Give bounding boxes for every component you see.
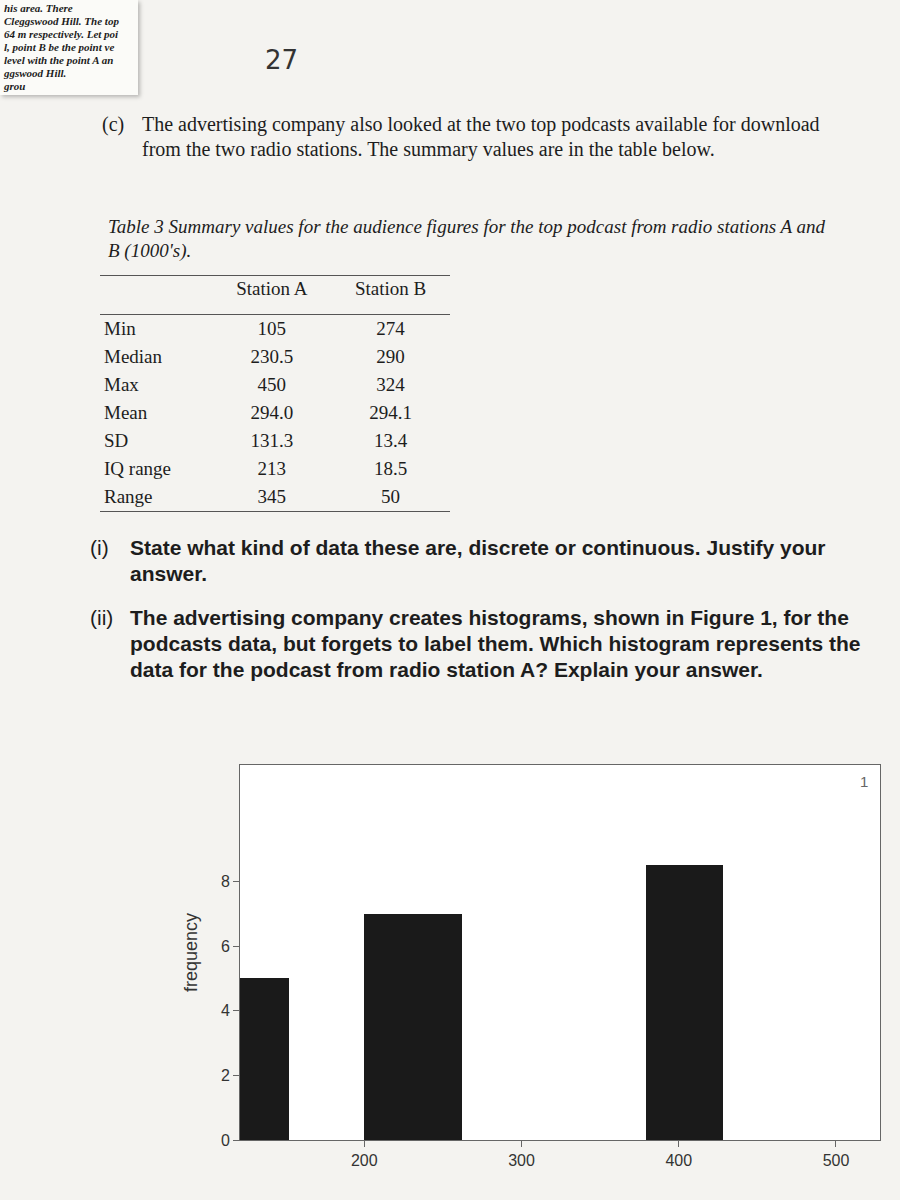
html-text:Cleggswood Hill. The top: Cleggswood Hill. The top [4, 15, 119, 27]
html-text:grou: grou [4, 80, 26, 92]
html-text:27: 27 [265, 45, 299, 75]
html-text:(ii): (ii) [90, 606, 114, 629]
html-text:Median: Median [104, 346, 162, 367]
html-text:The advertising company create: The advertising company creates histogra… [130, 606, 861, 681]
svg-text:4: 4 [221, 1002, 230, 1019]
html-text:State what kind of data these: State what kind of data these are, discr… [130, 536, 826, 585]
svg-text:1: 1 [860, 773, 868, 790]
html-text:Max: Max [104, 374, 139, 395]
svg-text:500: 500 [823, 1152, 850, 1169]
html-text:274: 274 [376, 318, 405, 339]
html-text:105: 105 [257, 318, 286, 339]
html-text:450: 450 [257, 374, 286, 395]
html-text:294.0: 294.0 [250, 402, 294, 423]
html-text:13.4: 13.4 [374, 430, 408, 451]
html-text:294.1: 294.1 [369, 402, 412, 423]
html-text:(c): (c) [102, 113, 125, 135]
html-text:l, point B be the point ve: l, point B be the point ve [4, 41, 115, 53]
html-text:345: 345 [257, 486, 286, 507]
html-text:18.5: 18.5 [374, 458, 408, 479]
html-text:230.5: 230.5 [250, 346, 294, 367]
html-text:290: 290 [376, 346, 405, 367]
svg-text:8: 8 [221, 873, 230, 890]
svg-text:300: 300 [508, 1152, 535, 1169]
html-text:(i): (i) [90, 536, 109, 559]
html-text:213: 213 [257, 458, 286, 479]
html-text:324: 324 [376, 374, 405, 395]
html-text:131.3: 131.3 [250, 430, 294, 451]
html-text:ggswood Hill.: ggswood Hill. [4, 67, 67, 79]
html-text:Table 3 Summary values for the: Table 3 Summary values for the audience … [108, 216, 826, 261]
html-text:The advertising company also l: The advertising company also looked at t… [142, 113, 820, 160]
html-text:Station B: Station B [355, 278, 427, 299]
html-text:IQ range: IQ range [104, 458, 171, 479]
html-text:SD: SD [104, 430, 129, 451]
html-text:his area. There: his area. There [4, 2, 73, 14]
html-text:Station A: Station A [236, 278, 308, 299]
html-text:Mean: Mean [104, 402, 148, 423]
html-text:Range: Range [104, 486, 153, 507]
html-text:level with the point A an: level with the point A an [4, 54, 114, 66]
svg-text:frequency: frequency [181, 913, 201, 992]
svg-text:2: 2 [221, 1067, 230, 1084]
html-text:Min: Min [104, 318, 136, 339]
svg-text:0: 0 [221, 1132, 230, 1149]
html-text:64 m respectively. Let poi: 64 m respectively. Let poi [4, 28, 119, 40]
svg-text:6: 6 [221, 938, 230, 955]
html-text:50: 50 [381, 486, 401, 507]
svg-text:400: 400 [665, 1152, 692, 1169]
svg-text:200: 200 [351, 1152, 378, 1169]
